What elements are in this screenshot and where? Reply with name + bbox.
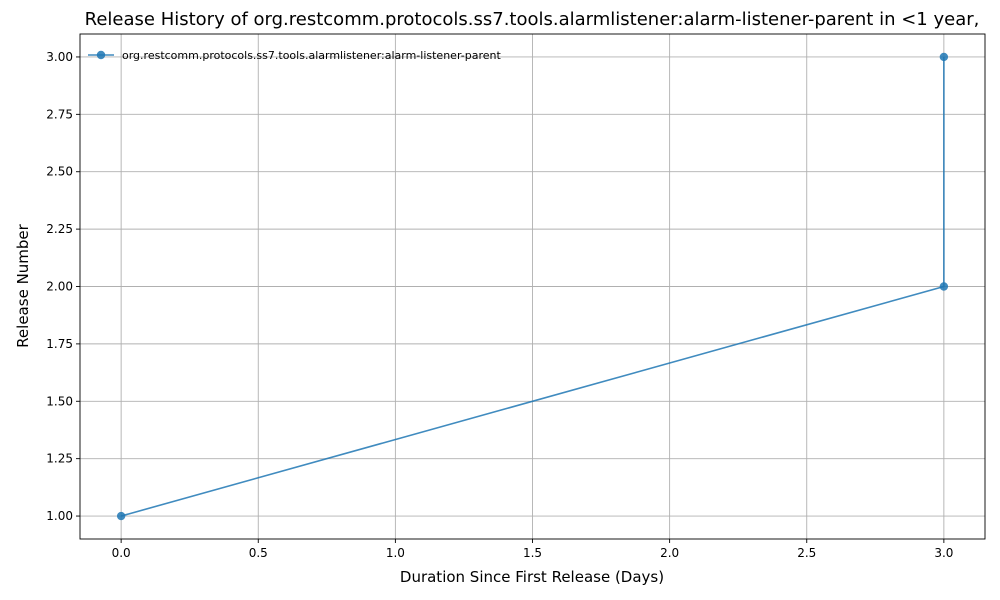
legend-marker-swatch: [96, 50, 106, 60]
data-point: [939, 282, 949, 291]
y-tick-label: 2.50: [46, 165, 73, 179]
x-tick-label: 3.0: [934, 546, 953, 560]
series-layer: [116, 52, 949, 521]
y-axis-label: Release Number: [14, 223, 32, 347]
y-tick-label: 1.50: [46, 394, 73, 408]
x-tick-label: 0.0: [112, 546, 131, 560]
x-tick-label: 0.5: [249, 546, 268, 560]
y-tick-label: 2.25: [46, 222, 73, 236]
chart-title: Release History of org.restcomm.protocol…: [85, 9, 980, 30]
y-tick-label: 3.00: [46, 50, 73, 64]
y-tick-label: 2.75: [46, 107, 73, 121]
x-tick-label: 2.5: [797, 546, 816, 560]
y-tick-label: 2.00: [46, 280, 73, 294]
x-axis-label: Duration Since First Release (Days): [400, 568, 664, 586]
y-tick-label: 1.00: [46, 509, 73, 523]
x-tick-label: 1.5: [523, 546, 542, 560]
x-tick-label: 2.0: [660, 546, 679, 560]
grid-lines: [80, 34, 985, 539]
tick-layer: 0.0 0.5 1.0 1.5 2.0 2.5 3.0 1.00 1.25 1.50 1.75 2.0…: [46, 50, 953, 560]
legend: org.restcomm.protocols.ss7.tools.alarmli…: [88, 49, 501, 62]
data-point: [116, 511, 126, 521]
y-tick-label: 1.75: [46, 337, 73, 351]
x-tick-label: 1.0: [386, 546, 405, 560]
data-point: [939, 52, 949, 62]
legend-label: org.restcomm.protocols.ss7.tools.alarmli…: [122, 49, 501, 62]
y-tick-label: 1.25: [46, 452, 73, 466]
